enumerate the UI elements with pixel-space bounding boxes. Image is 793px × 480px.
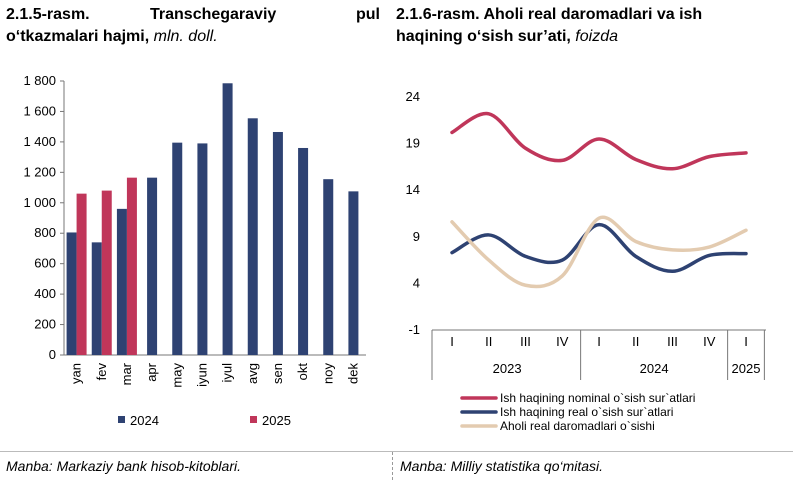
series-line-2 — [450, 215, 748, 289]
x-tick-label: yan — [69, 363, 84, 384]
bar-2025-mar — [126, 177, 137, 355]
right-title-text: haqining o‘sish sur’ati, — [396, 28, 571, 45]
left-title-word-1: Transchegaraviy — [150, 6, 277, 23]
right-title-unit: foizda — [575, 28, 618, 45]
bar-2024-iyun — [197, 143, 208, 355]
x-tick-label: noy — [320, 363, 335, 384]
x-tick-label: may — [169, 363, 184, 388]
bar-2024-avg — [247, 118, 258, 356]
x-tick-label: I — [597, 334, 601, 349]
x-tick-label: avg — [245, 363, 260, 384]
y-tick-label: 600 — [34, 256, 56, 271]
x-tick-label: apr — [144, 362, 159, 381]
y-tick-label: 1 600 — [23, 103, 56, 118]
remittance-bar-chart: 0 200 400 600 800 1 000 1 200 1 400 1 600 1 800 ya… — [23, 73, 366, 428]
legend-swatch-2024 — [118, 416, 125, 423]
bar-2024-okt — [298, 147, 309, 355]
left-chart-source: Manba: Markaziy bank hisob-kitoblari. — [6, 458, 241, 474]
legend-label-2025: 2025 — [262, 413, 291, 428]
left-chart-title-line1: 2.1.5-rasm. Transchegaraviy pul — [6, 4, 380, 26]
right-chart-title-line1: 2.1.6-rasm. Aholi real daromadlari va is… — [396, 6, 703, 23]
x-tick-label: mar — [119, 362, 134, 385]
bar-2025-yan — [76, 193, 87, 355]
y-tick-label: 1 400 — [23, 134, 56, 149]
bar-2024-iyul — [222, 83, 233, 356]
y-tick-label: 1 200 — [23, 164, 56, 179]
x-tick-label: IV — [556, 334, 569, 349]
y-tick-label: 4 — [413, 275, 420, 290]
bar-2024-yan — [66, 232, 77, 355]
x-tick-label: I — [744, 334, 748, 349]
footer-divider — [0, 451, 793, 452]
y-tick-label: 200 — [34, 317, 56, 332]
legend-label-0: Ish haqining nominal o`sish sur`atlari — [500, 391, 695, 405]
y-tick-label: 9 — [413, 229, 420, 244]
x-tick-label: okt — [295, 363, 310, 381]
legend-label-2024: 2024 — [130, 413, 159, 428]
bar-2024-apr — [147, 177, 158, 355]
year-label-2023: 2023 — [493, 361, 522, 376]
footer-separator — [392, 452, 393, 480]
left-title-unit: mln. doll. — [153, 28, 218, 45]
bar-2025-fev — [101, 190, 112, 355]
y-tick-label: 24 — [406, 89, 420, 104]
series-line-0 — [450, 111, 748, 171]
right-chart-source: Manba: Milliy statistika qo‘mitasi. — [400, 458, 604, 474]
series-line-1 — [450, 222, 748, 274]
y-tick-label: 800 — [34, 225, 56, 240]
bar-2024-may — [172, 142, 183, 355]
x-tick-label: III — [667, 334, 678, 349]
x-tick-label: dek — [345, 363, 360, 384]
x-tick-label: sen — [270, 363, 285, 384]
left-title-text: o‘tkazmalari hajmi, — [6, 28, 150, 45]
legend-label-2: Aholi real daromadlari o`sishi — [500, 419, 655, 433]
x-tick-label: iyun — [194, 363, 209, 387]
bar-2024-sen — [272, 131, 283, 355]
bar-2024-dek — [348, 191, 359, 355]
year-label-2024: 2024 — [640, 361, 669, 376]
left-title-fig-number: 2.1.5-rasm. — [6, 6, 90, 23]
x-tick-label: IV — [703, 334, 716, 349]
y-tick-label: 1 000 — [23, 195, 56, 210]
x-tick-label: iyul — [220, 363, 235, 383]
right-chart-title-line2: haqining o‘sish sur’ati, foizda — [396, 26, 618, 48]
x-tick-label: fev — [94, 363, 109, 381]
y-tick-label: -1 — [408, 322, 420, 337]
x-tick-label: III — [520, 334, 531, 349]
left-title-word-2: pul — [356, 6, 380, 23]
bar-2024-noy — [323, 179, 334, 355]
legend-label-1: Ish haqining real o`sish sur`atlari — [500, 405, 673, 419]
y-tick-label: 0 — [49, 347, 56, 362]
y-tick-label: 19 — [406, 136, 420, 151]
bar-2024-fev — [91, 242, 102, 355]
y-tick-label: 14 — [406, 182, 420, 197]
year-label-2025: 2025 — [732, 361, 761, 376]
y-tick-label: 1 800 — [23, 73, 56, 88]
x-tick-label: II — [632, 334, 639, 349]
left-chart-title-line2: o‘tkazmalari hajmi, mln. doll. — [6, 26, 218, 48]
legend-swatch-2025 — [250, 416, 257, 423]
bar-2024-mar — [116, 208, 127, 355]
x-tick-label: II — [485, 334, 492, 349]
y-tick-label: 400 — [34, 286, 56, 301]
x-tick-label: I — [450, 334, 454, 349]
